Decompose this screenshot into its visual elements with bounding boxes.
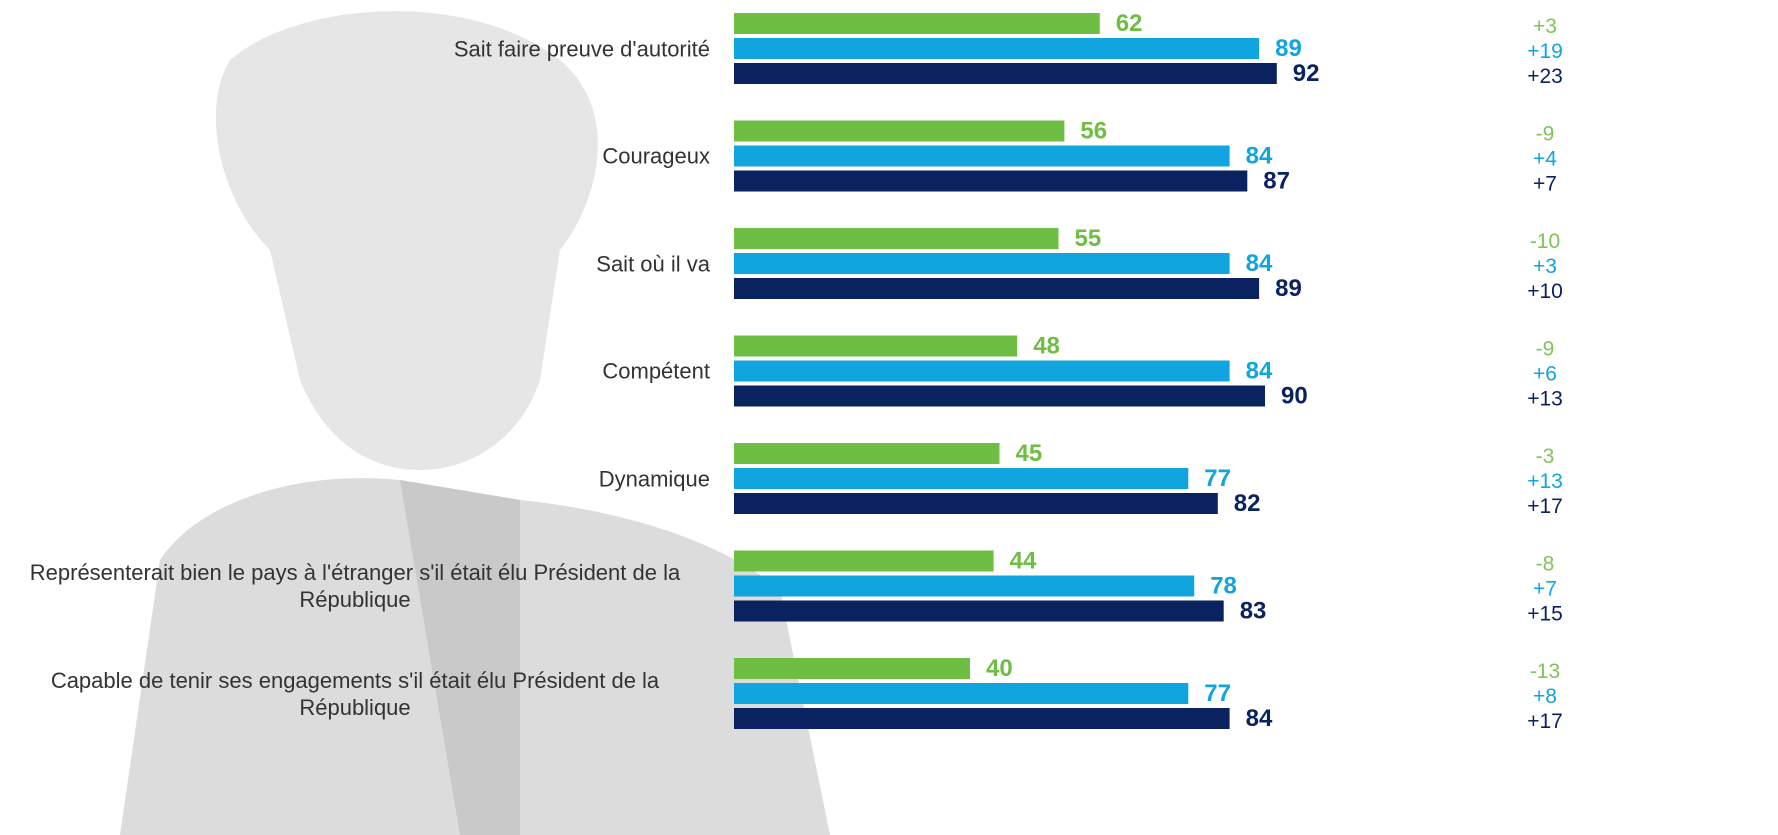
bar — [734, 658, 970, 679]
bar — [734, 228, 1059, 249]
category-label: Capable de tenir ses engagements s'il ét… — [0, 667, 710, 721]
bar — [734, 443, 1000, 464]
change-label: +13 — [1527, 470, 1563, 493]
change-label: +17 — [1527, 710, 1563, 733]
bar — [734, 386, 1265, 407]
bar — [734, 121, 1064, 142]
change-label: -9 — [1536, 338, 1555, 361]
bar — [734, 601, 1224, 622]
change-label: -9 — [1536, 123, 1555, 146]
bar — [734, 146, 1230, 167]
value-label: 89 — [1275, 35, 1302, 62]
bar — [734, 361, 1230, 382]
bar — [734, 551, 994, 572]
category-text: Compétent — [602, 358, 710, 385]
bar — [734, 63, 1277, 84]
bar — [734, 253, 1230, 274]
value-label: 48 — [1033, 332, 1060, 359]
page: 62 +3 89 +19 92 +23 56 -9 84 +4 87 +7 55 -10 84 +3 89 +10… — [0, 0, 1778, 835]
change-label: +13 — [1527, 388, 1563, 411]
change-label: +4 — [1533, 148, 1557, 171]
value-label: 77 — [1204, 465, 1231, 492]
category-label: Sait où il va — [0, 250, 710, 277]
value-label: 92 — [1293, 60, 1320, 87]
value-label: 82 — [1234, 490, 1261, 517]
bar — [734, 171, 1247, 192]
value-label: 44 — [1010, 547, 1037, 574]
category-label: Représenterait bien le pays à l'étranger… — [0, 559, 710, 613]
value-label: 87 — [1263, 167, 1290, 194]
category-label: Compétent — [0, 358, 710, 385]
bar — [734, 336, 1017, 357]
value-label: 55 — [1075, 225, 1102, 252]
value-label: 90 — [1281, 382, 1308, 409]
bar — [734, 708, 1230, 729]
category-label: Dynamique — [0, 465, 710, 492]
category-text: Sait faire preuve d'autorité — [454, 35, 710, 62]
value-label: 84 — [1246, 357, 1273, 384]
change-label: +8 — [1533, 685, 1557, 708]
change-label: -3 — [1536, 445, 1555, 468]
bar — [734, 278, 1259, 299]
value-label: 62 — [1116, 10, 1143, 37]
bar — [734, 468, 1188, 489]
category-text: Représenterait bien le pays à l'étranger… — [0, 559, 710, 613]
category-label: Courageux — [0, 143, 710, 170]
value-label: 84 — [1246, 705, 1273, 732]
value-label: 89 — [1275, 275, 1302, 302]
change-label: +19 — [1527, 40, 1563, 63]
category-label: Sait faire preuve d'autorité — [0, 35, 710, 62]
change-label: -10 — [1530, 230, 1560, 253]
value-label: 84 — [1246, 250, 1273, 277]
change-label: +7 — [1533, 578, 1557, 601]
value-label: 83 — [1240, 597, 1267, 624]
change-label: +3 — [1533, 255, 1557, 278]
bar — [734, 38, 1259, 59]
change-label: -13 — [1530, 660, 1560, 683]
change-label: +23 — [1527, 65, 1563, 88]
change-label: +10 — [1527, 280, 1563, 303]
value-label: 56 — [1080, 117, 1107, 144]
value-label: 45 — [1016, 440, 1043, 467]
category-text: Sait où il va — [596, 250, 710, 277]
change-label: +3 — [1533, 15, 1557, 38]
change-label: +17 — [1527, 495, 1563, 518]
value-label: 84 — [1246, 142, 1273, 169]
change-label: -8 — [1536, 553, 1555, 576]
value-label: 77 — [1204, 680, 1231, 707]
bar — [734, 493, 1218, 514]
change-label: +7 — [1533, 173, 1557, 196]
change-label: +15 — [1527, 603, 1563, 626]
category-text: Courageux — [602, 143, 710, 170]
value-label: 78 — [1210, 572, 1237, 599]
bar — [734, 576, 1194, 597]
category-text: Capable de tenir ses engagements s'il ét… — [0, 667, 710, 721]
bar — [734, 13, 1100, 34]
value-label: 40 — [986, 655, 1013, 682]
bar — [734, 683, 1188, 704]
change-label: +6 — [1533, 363, 1557, 386]
category-text: Dynamique — [599, 465, 710, 492]
